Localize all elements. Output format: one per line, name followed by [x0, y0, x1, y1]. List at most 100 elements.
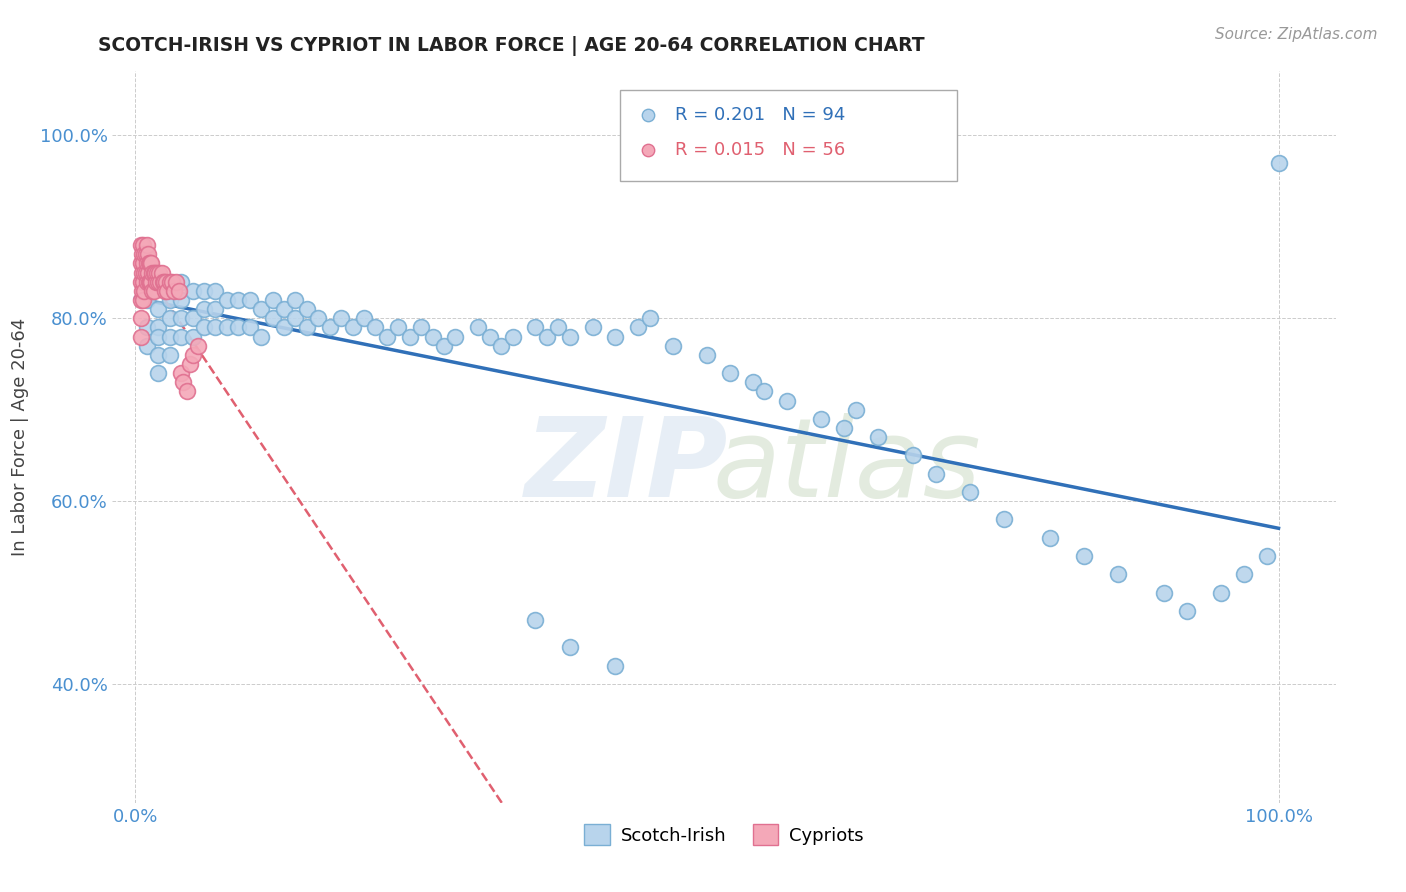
- Point: [444, 329, 467, 343]
- Point: [134, 266, 156, 280]
- Point: [155, 275, 177, 289]
- Point: [148, 366, 170, 380]
- Point: [489, 338, 512, 352]
- Point: [1175, 604, 1198, 618]
- Point: [141, 275, 163, 289]
- Point: [142, 284, 165, 298]
- Text: SCOTCH-IRISH VS CYPRIOT IN LABOR FORCE | AGE 20-64 CORRELATION CHART: SCOTCH-IRISH VS CYPRIOT IN LABOR FORCE |…: [98, 36, 925, 55]
- Point: [163, 284, 186, 298]
- Point: [295, 301, 318, 317]
- Point: [524, 320, 547, 334]
- Point: [810, 412, 832, 426]
- Point: [139, 275, 162, 289]
- Point: [1153, 585, 1175, 599]
- Point: [1267, 155, 1289, 169]
- Point: [318, 320, 340, 334]
- Point: [330, 311, 353, 326]
- Text: atlas: atlas: [711, 413, 981, 520]
- FancyBboxPatch shape: [620, 90, 956, 181]
- Point: [135, 256, 157, 270]
- Point: [284, 311, 307, 326]
- Text: R = 0.015   N = 56: R = 0.015 N = 56: [675, 141, 845, 160]
- Point: [901, 448, 924, 462]
- Point: [364, 320, 387, 334]
- Point: [204, 301, 226, 317]
- Point: [1108, 567, 1130, 582]
- Point: [153, 284, 176, 298]
- Point: [136, 266, 159, 280]
- Point: [159, 284, 181, 298]
- Point: [993, 512, 1015, 526]
- Point: [148, 348, 170, 362]
- Point: [375, 329, 398, 343]
- Point: [558, 329, 581, 343]
- Point: [150, 266, 173, 280]
- Point: [138, 275, 160, 289]
- Point: [129, 238, 152, 252]
- Point: [131, 247, 153, 261]
- Point: [135, 293, 157, 307]
- Point: [273, 320, 295, 334]
- Point: [353, 311, 375, 326]
- Point: [181, 348, 204, 362]
- Point: [262, 293, 284, 307]
- Point: [141, 266, 163, 280]
- Point: [170, 275, 193, 289]
- Point: [638, 311, 661, 326]
- Point: [273, 301, 295, 317]
- Point: [132, 256, 155, 270]
- Point: [193, 301, 215, 317]
- Point: [718, 366, 741, 380]
- Point: [1039, 531, 1062, 545]
- Point: [215, 293, 238, 307]
- Point: [132, 293, 155, 307]
- Point: [845, 402, 868, 417]
- Point: [250, 329, 273, 343]
- Point: [159, 348, 181, 362]
- Point: [868, 430, 890, 444]
- Legend: Scotch-Irish, Cypriots: Scotch-Irish, Cypriots: [576, 817, 872, 852]
- Point: [129, 256, 152, 270]
- Point: [262, 311, 284, 326]
- Point: [422, 329, 444, 343]
- Point: [134, 284, 156, 298]
- Point: [295, 320, 318, 334]
- Point: [170, 366, 193, 380]
- Text: R = 0.201   N = 94: R = 0.201 N = 94: [675, 106, 845, 124]
- Point: [204, 320, 226, 334]
- Point: [129, 329, 152, 343]
- Point: [387, 320, 409, 334]
- Point: [142, 266, 165, 280]
- Point: [502, 329, 524, 343]
- Point: [1233, 567, 1256, 582]
- Y-axis label: In Labor Force | Age 20-64: In Labor Force | Age 20-64: [10, 318, 28, 557]
- Point: [153, 275, 176, 289]
- Point: [752, 384, 775, 399]
- Point: [181, 284, 204, 298]
- Point: [148, 266, 170, 280]
- Point: [167, 284, 190, 298]
- Point: [148, 329, 170, 343]
- Point: [148, 275, 170, 289]
- Point: [179, 357, 201, 371]
- Point: [139, 256, 162, 270]
- Point: [159, 275, 181, 289]
- Point: [1073, 549, 1095, 563]
- Point: [148, 275, 170, 289]
- Point: [135, 275, 157, 289]
- Point: [170, 329, 193, 343]
- Point: [832, 421, 855, 435]
- Point: [741, 375, 763, 389]
- Point: [250, 301, 273, 317]
- Point: [141, 284, 163, 298]
- Point: [1211, 585, 1233, 599]
- Point: [159, 329, 181, 343]
- Point: [661, 338, 683, 352]
- Point: [156, 284, 179, 298]
- Point: [187, 338, 209, 352]
- Point: [433, 338, 456, 352]
- Point: [478, 329, 501, 343]
- Point: [239, 320, 262, 334]
- Point: [135, 338, 157, 352]
- Point: [148, 301, 170, 317]
